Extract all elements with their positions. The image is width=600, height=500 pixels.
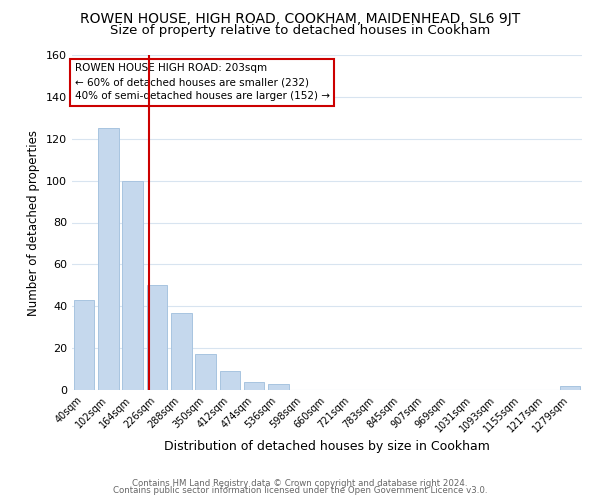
Bar — [122, 180, 143, 390]
Text: ROWEN HOUSE, HIGH ROAD, COOKHAM, MAIDENHEAD, SL6 9JT: ROWEN HOUSE, HIGH ROAD, COOKHAM, MAIDENH… — [80, 12, 520, 26]
Text: Contains HM Land Registry data © Crown copyright and database right 2024.: Contains HM Land Registry data © Crown c… — [132, 478, 468, 488]
Bar — [560, 386, 580, 390]
Bar — [195, 354, 216, 390]
Text: Contains public sector information licensed under the Open Government Licence v3: Contains public sector information licen… — [113, 486, 487, 495]
Text: Size of property relative to detached houses in Cookham: Size of property relative to detached ho… — [110, 24, 490, 37]
X-axis label: Distribution of detached houses by size in Cookham: Distribution of detached houses by size … — [164, 440, 490, 452]
Text: ROWEN HOUSE HIGH ROAD: 203sqm
← 60% of detached houses are smaller (232)
40% of : ROWEN HOUSE HIGH ROAD: 203sqm ← 60% of d… — [74, 64, 329, 102]
Bar — [74, 300, 94, 390]
Bar — [146, 286, 167, 390]
Bar — [171, 312, 191, 390]
Bar — [268, 384, 289, 390]
Y-axis label: Number of detached properties: Number of detached properties — [28, 130, 40, 316]
Bar — [98, 128, 119, 390]
Bar — [220, 371, 240, 390]
Bar — [244, 382, 265, 390]
